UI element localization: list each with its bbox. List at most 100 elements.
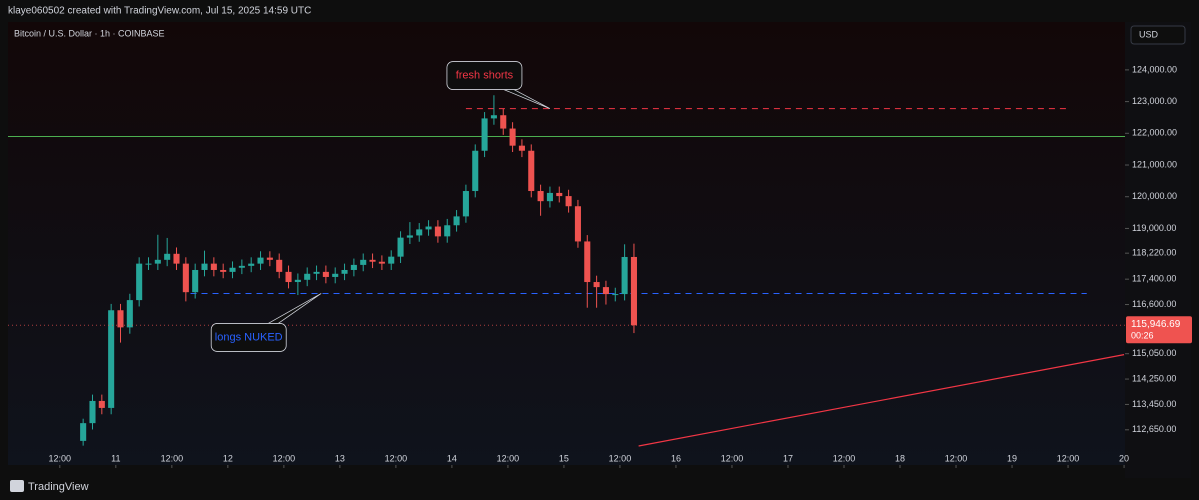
candle-body (98, 400, 105, 408)
candle-body (406, 235, 413, 238)
candle-body (201, 263, 208, 270)
candle-body (612, 294, 619, 296)
candle-body (584, 241, 591, 283)
plot-area (8, 22, 1125, 465)
candle-body (621, 256, 628, 295)
x-tick-label: 12:00 (49, 453, 72, 463)
x-tick-label: 12:00 (385, 453, 408, 463)
logo (10, 480, 24, 492)
symbol-title: Bitcoin / U.S. Dollar · 1h · COINBASE (14, 28, 165, 38)
candle-body (518, 145, 525, 151)
candle-body (378, 261, 385, 264)
x-tick-label: 11 (111, 453, 120, 463)
candle-body (556, 192, 563, 197)
candle-body (388, 256, 395, 264)
x-tick-label: 12:00 (497, 453, 520, 463)
candle-body (565, 196, 572, 207)
candle-body (192, 269, 199, 293)
candle-body (294, 279, 301, 283)
candle-body (425, 226, 432, 230)
candle-body (164, 253, 171, 260)
candle-body (528, 150, 535, 192)
y-tick-label: 113,450.00 (1132, 399, 1176, 409)
last-price-label: 115,946.69 (1131, 319, 1181, 330)
callout-pointer (503, 89, 551, 109)
y-tick-label: 119,000.00 (1132, 223, 1176, 233)
candle-body (304, 273, 311, 280)
candle-body (369, 259, 376, 262)
y-tick-label: 121,000.00 (1132, 159, 1177, 169)
y-tick-label: 116,600.00 (1132, 299, 1176, 309)
callout-box (210, 323, 287, 352)
candle-body (434, 226, 441, 237)
countdown: 00:26 (1131, 331, 1154, 341)
candle-body (173, 253, 180, 264)
candle-body (490, 115, 497, 119)
x-tick-label: 16 (671, 453, 681, 463)
candle-body (472, 150, 479, 192)
candle-body (248, 263, 255, 266)
candle-body (182, 263, 189, 293)
callout-pointer (268, 293, 322, 324)
x-tick-label: 17 (783, 453, 793, 463)
candle-body (117, 310, 124, 328)
y-tick-label: 124,000.00 (1132, 64, 1177, 74)
candle-body (360, 259, 367, 265)
candle-body (145, 263, 152, 265)
y-tick-label: 118,220.00 (1132, 248, 1176, 258)
candle-body (313, 271, 320, 274)
x-tick-label: 12:00 (1057, 453, 1080, 463)
candle-body (108, 310, 115, 408)
candle-body (332, 273, 339, 277)
candle-body (462, 191, 469, 217)
candle-body (285, 271, 292, 283)
candle-body (322, 271, 329, 277)
candle-body (630, 256, 637, 326)
y-tick-label: 117,400.00 (1132, 274, 1176, 284)
y-tick-label: 122,000.00 (1132, 128, 1177, 138)
candle-body (602, 287, 609, 295)
candle-body (453, 216, 460, 226)
y-tick-label: 112,650.00 (1132, 424, 1176, 434)
last-price-box (1126, 316, 1192, 344)
candle-body (126, 300, 133, 328)
x-tick-label: 12:00 (721, 453, 744, 463)
candle-body (238, 265, 245, 268)
candle-body (500, 115, 507, 129)
x-tick-label: 18 (895, 453, 905, 463)
x-tick-label: 12 (223, 453, 233, 463)
callout-text: longs NUKED (215, 331, 283, 343)
caption: klaye060502 created with TradingView.com… (8, 6, 311, 17)
candle-body (266, 257, 273, 260)
candle-body (481, 118, 488, 151)
candle-body (136, 263, 143, 301)
trend-line (638, 354, 1125, 447)
candle-body (229, 267, 236, 272)
candle-body (154, 259, 161, 264)
candle-body (444, 225, 451, 237)
x-tick-label: 20 (1119, 453, 1129, 463)
candle-body (89, 400, 96, 424)
x-tick-label: 19 (1007, 453, 1017, 463)
callout-box (446, 61, 523, 90)
candle-body (397, 237, 404, 257)
y-tick-label: 115,050.00 (1132, 348, 1176, 358)
candle-body (341, 269, 348, 274)
x-tick-label: 15 (559, 453, 569, 463)
candle-body (593, 282, 600, 288)
candle-body (416, 229, 423, 236)
currency-button[interactable] (1130, 25, 1186, 45)
candle-body (350, 264, 357, 270)
callout-text: fresh shorts (456, 69, 514, 81)
candle-body (537, 191, 544, 202)
candle-body (220, 269, 227, 272)
x-tick-label: 14 (447, 453, 457, 463)
candle-body (574, 206, 581, 242)
candle-body (257, 257, 264, 264)
price-axis (1125, 22, 1191, 478)
x-tick-label: 12:00 (609, 453, 632, 463)
x-tick-label: 12:00 (945, 453, 968, 463)
y-tick-label: 120,000.00 (1132, 191, 1177, 201)
candle-body (210, 263, 217, 270)
